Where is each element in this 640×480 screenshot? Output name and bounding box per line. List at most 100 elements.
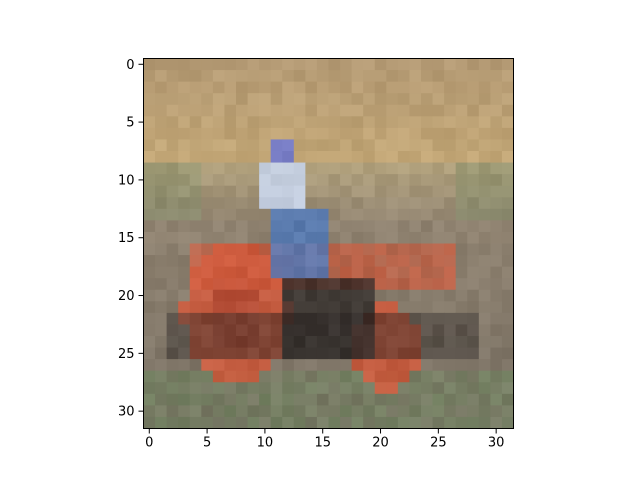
image-pixel: [490, 185, 503, 198]
image-pixel: [201, 243, 214, 256]
image-pixel: [166, 231, 179, 245]
image-pixel: [397, 231, 410, 245]
image-pixel: [455, 185, 468, 198]
image-pixel: [467, 416, 480, 430]
image-pixel: [432, 266, 445, 279]
image-pixel: [363, 197, 376, 210]
image-pixel: [282, 93, 295, 106]
image-pixel: [247, 93, 260, 106]
image-pixel: [305, 301, 318, 314]
image-pixel: [212, 359, 225, 372]
image-pixel: [478, 347, 491, 360]
image-pixel: [143, 289, 156, 302]
image-pixel: [224, 393, 237, 406]
image-pixel: [501, 255, 515, 268]
image-pixel: [432, 93, 445, 106]
image-pixel: [143, 336, 156, 349]
image-pixel: [421, 81, 434, 94]
image-pixel: [501, 231, 515, 245]
image-pixel: [478, 104, 491, 117]
image-pixel: [293, 81, 306, 94]
image-pixel: [455, 58, 468, 71]
image-pixel: [178, 58, 191, 71]
image-pixel: [455, 151, 468, 164]
image-pixel: [178, 416, 191, 430]
x-tick-label: 15: [314, 436, 331, 451]
image-pixel: [270, 243, 283, 256]
image-pixel: [236, 255, 249, 268]
image-pixel: [363, 81, 376, 94]
image-pixel: [305, 162, 318, 175]
image-pixel: [259, 93, 272, 106]
image-pixel: [282, 359, 295, 372]
image-pixel: [421, 231, 434, 245]
image-pixel: [409, 197, 422, 210]
image-pixel: [455, 139, 468, 152]
image-pixel: [340, 127, 353, 140]
image-pixel: [293, 104, 306, 117]
image-pixel: [397, 70, 410, 83]
image-pixel: [374, 278, 387, 291]
image-pixel: [444, 255, 457, 268]
image-pixel: [247, 312, 260, 325]
image-pixel: [351, 231, 364, 245]
image-pixel: [270, 127, 283, 140]
image-pixel: [247, 370, 260, 383]
image-pixel: [224, 289, 237, 302]
image-pixel: [178, 324, 191, 337]
image-pixel: [247, 208, 260, 221]
image-pixel: [201, 81, 214, 94]
image-pixel: [478, 312, 491, 325]
image-pixel: [143, 93, 156, 106]
image-pixel: [178, 266, 191, 279]
image-pixel: [501, 93, 515, 106]
image-pixel: [467, 312, 480, 325]
image-pixel: [478, 370, 491, 383]
image-pixel: [270, 393, 283, 406]
image-pixel: [293, 174, 306, 187]
image-pixel: [374, 231, 387, 245]
image-pixel: [316, 382, 330, 395]
image-pixel: [421, 58, 434, 71]
image-pixel: [189, 174, 202, 187]
image-pixel: [328, 301, 341, 314]
image-pixel: [490, 405, 503, 418]
image-pixel: [282, 416, 295, 430]
image-pixel: [490, 347, 503, 360]
image-pixel: [467, 220, 480, 233]
image-pixel: [455, 347, 468, 360]
image-pixel: [212, 139, 225, 152]
image-pixel: [270, 151, 283, 164]
image-pixel: [259, 81, 272, 94]
image-pixel: [386, 278, 399, 291]
image-pixel: [236, 197, 249, 210]
image-pixel: [467, 324, 480, 337]
image-pixel: [397, 255, 410, 268]
image-pixel: [501, 81, 515, 94]
image-pixel: [305, 266, 318, 279]
image-pixel: [386, 81, 399, 94]
image-pixel: [386, 312, 399, 325]
image-pixel: [501, 336, 515, 349]
image-pixel: [212, 220, 225, 233]
image-pixel: [409, 289, 422, 302]
image-pixel: [478, 220, 491, 233]
image-pixel: [293, 151, 306, 164]
image-pixel: [166, 359, 179, 372]
image-pixel: [363, 93, 376, 106]
image-pixel: [340, 162, 353, 175]
image-pixel: [201, 185, 214, 198]
image-pixel: [467, 278, 480, 291]
image-pixel: [432, 197, 445, 210]
image-pixel: [363, 416, 376, 430]
image-pixel: [178, 359, 191, 372]
image-pixel: [467, 174, 480, 187]
image-pixel: [259, 70, 272, 83]
image-pixel: [397, 220, 410, 233]
image-pixel: [409, 405, 422, 418]
image-pixel: [501, 393, 515, 406]
image-pixel: [178, 382, 191, 395]
image-pixel: [259, 220, 272, 233]
image-pixel: [467, 393, 480, 406]
